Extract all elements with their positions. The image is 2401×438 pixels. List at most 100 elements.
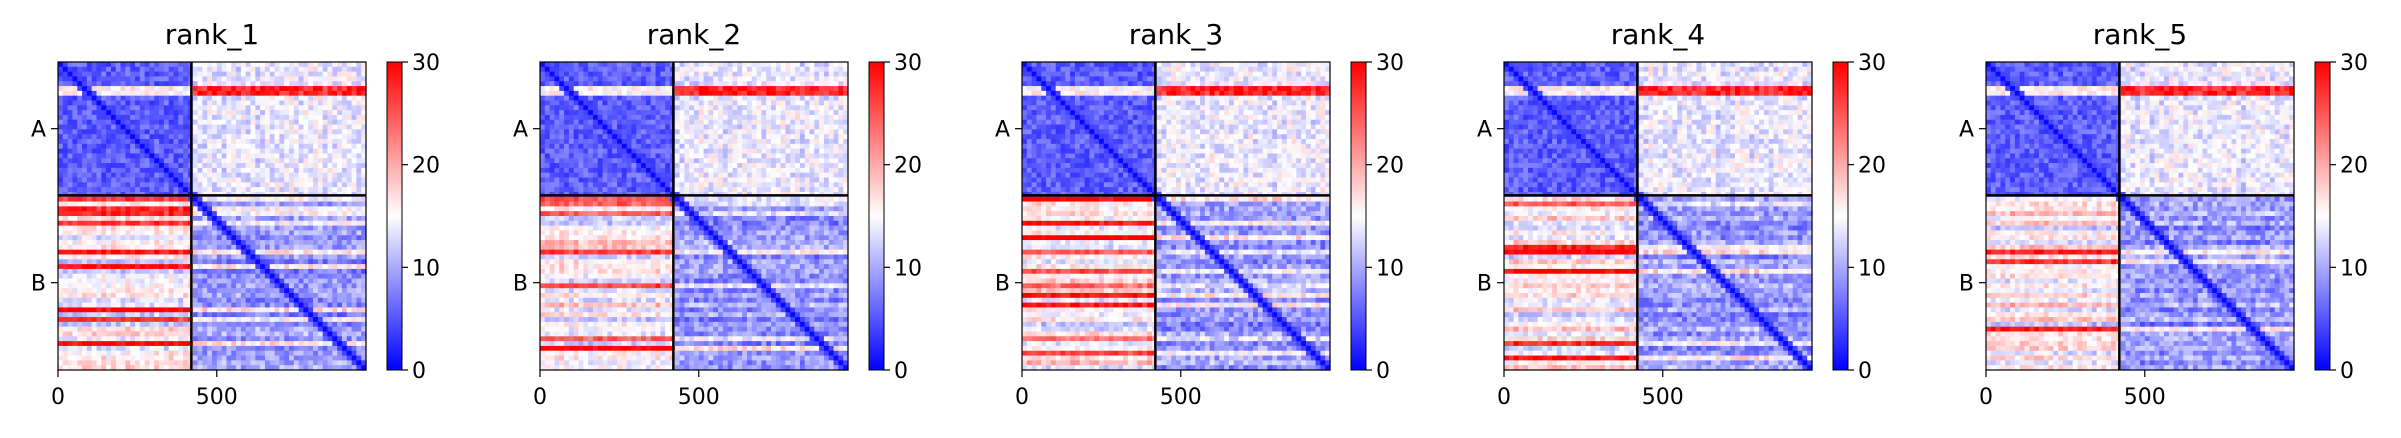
heatmap-cell — [327, 273, 333, 280]
heatmap-cell — [101, 66, 107, 73]
heatmap-cell — [144, 264, 151, 270]
heatmap-cell — [289, 86, 295, 92]
heatmap-cell — [308, 220, 314, 227]
heatmap-cell — [361, 288, 367, 294]
heatmap-cell — [361, 317, 367, 323]
heatmap-cell — [163, 153, 170, 159]
heatmap-cell — [761, 81, 767, 87]
heatmap-cell — [197, 254, 203, 260]
heatmap-cell — [221, 220, 228, 227]
heatmap-cell — [308, 81, 314, 87]
heatmap-cell — [332, 95, 338, 102]
heatmap-cell — [207, 95, 213, 102]
heatmap-cell — [163, 158, 170, 164]
heatmap-cell — [341, 105, 348, 111]
heatmap-cell — [72, 317, 78, 323]
heatmap-cell — [96, 211, 102, 217]
heatmap-cell — [245, 172, 252, 179]
heatmap-cell — [125, 71, 131, 78]
heatmap-cell — [207, 278, 213, 284]
heatmap-cell — [588, 71, 594, 78]
heatmap-cell — [317, 235, 324, 241]
heatmap-cell — [351, 211, 357, 217]
heatmap-cell — [207, 220, 213, 227]
heatmap-cell — [250, 225, 256, 232]
heatmap-cell — [346, 230, 353, 236]
heatmap-cell — [115, 86, 122, 92]
colorbar — [386, 61, 403, 371]
heatmap-cell — [564, 110, 570, 116]
heatmap-cell — [694, 76, 700, 82]
heatmap-cell — [327, 139, 333, 145]
heatmap-cell — [135, 211, 141, 217]
heatmap-cell — [91, 153, 98, 159]
heatmap-cell — [264, 201, 271, 207]
heatmap-cell — [568, 95, 575, 102]
heatmap-cell — [77, 139, 83, 145]
heatmap-cell — [144, 220, 151, 227]
heatmap-cell — [588, 81, 594, 87]
heatmap-cell — [106, 153, 112, 159]
heatmap-cell — [289, 225, 295, 232]
heatmap-cell — [168, 148, 175, 155]
heatmap-cell — [62, 312, 69, 318]
heatmap-cell — [216, 187, 223, 193]
heatmap-cell — [279, 76, 285, 82]
heatmap-cell — [298, 119, 305, 126]
heatmap-cell — [819, 62, 825, 68]
heatmap-cell — [351, 139, 357, 145]
heatmap-cell — [337, 139, 343, 145]
heatmap-cell — [125, 355, 131, 361]
heatmap-cell — [264, 177, 271, 183]
heatmap-cell — [698, 62, 705, 68]
heatmap-cell — [540, 124, 546, 130]
heatmap-cell — [274, 225, 280, 232]
heatmap-cell — [264, 139, 271, 145]
heatmap-cell — [163, 110, 170, 116]
heatmap-cell — [168, 153, 175, 159]
heatmap-cell — [289, 345, 295, 352]
heatmap-cell — [115, 249, 122, 256]
heatmap-cell — [568, 62, 575, 68]
heatmap-cell — [274, 100, 280, 106]
heatmap-cell — [192, 220, 199, 227]
heatmap-cell — [746, 66, 753, 73]
heatmap-cell — [135, 220, 141, 227]
heatmap-cell — [761, 76, 767, 82]
heatmap-cell — [597, 119, 604, 126]
heatmap-cell — [110, 148, 117, 155]
heatmap-cell — [621, 81, 628, 87]
heatmap-cell — [173, 153, 179, 159]
heatmap-cell — [819, 95, 825, 102]
heatmap-cell — [351, 220, 357, 227]
heatmap-cell — [115, 345, 122, 352]
heatmap-cell — [679, 66, 685, 73]
heatmap-cell — [694, 100, 700, 106]
heatmap-cell — [139, 297, 146, 304]
heatmap-cell — [361, 264, 367, 270]
heatmap-cell — [144, 86, 151, 92]
heatmap-cell — [332, 148, 338, 155]
heatmap-cell — [303, 114, 309, 121]
heatmap-cell — [67, 216, 74, 222]
heatmap-cell — [120, 143, 126, 150]
heatmap-cell — [202, 153, 208, 159]
heatmap-cell — [202, 167, 208, 174]
heatmap-cell — [766, 81, 772, 87]
heatmap-cell — [212, 240, 218, 246]
heatmap-cell — [313, 259, 319, 265]
heatmap-cell — [327, 336, 333, 342]
heatmap-cell — [101, 360, 107, 366]
heatmap-cell — [226, 321, 232, 328]
colorbar-tick-label: 10 — [412, 256, 440, 281]
heatmap-cell — [269, 71, 276, 78]
heatmap-cell — [135, 196, 141, 203]
heatmap-cell — [96, 206, 102, 212]
heatmap-cell — [163, 331, 170, 337]
heatmap-cell — [72, 288, 78, 294]
heatmap-cell — [568, 81, 575, 87]
heatmap-cell — [549, 124, 556, 130]
heatmap-cell — [573, 81, 580, 87]
heatmap-cell — [110, 278, 117, 284]
heatmap-cell — [221, 95, 228, 102]
